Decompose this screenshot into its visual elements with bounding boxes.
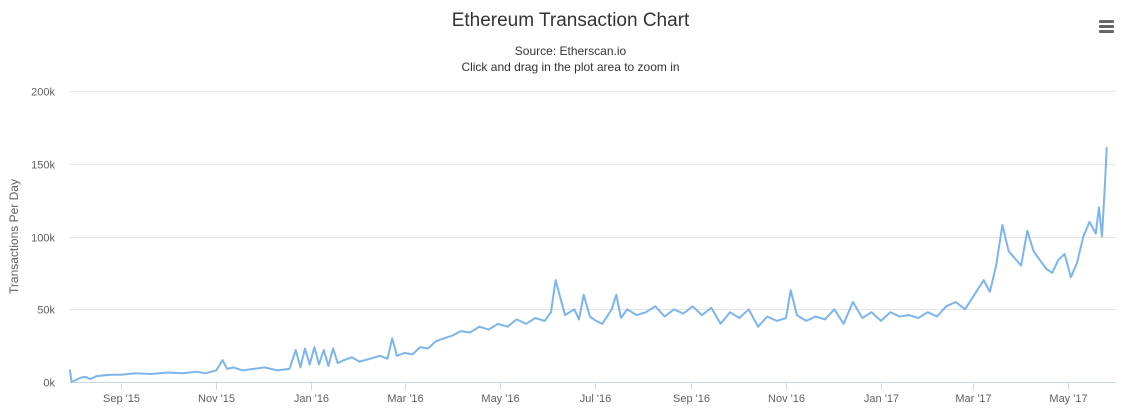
x-tick-label: Nov '15 (198, 393, 235, 405)
x-tick-label: Jan '16 (294, 393, 329, 405)
y-tick-label: 200k (31, 87, 55, 99)
series-line (69, 146, 1108, 383)
zoom-hint: Click and drag in the plot area to zoom … (461, 60, 680, 74)
y-tick-label: 50k (37, 305, 55, 317)
x-tick-label: Jan '17 (864, 393, 899, 405)
hamburger-menu-icon[interactable] (1092, 14, 1120, 40)
x-tick-label: Sep '16 (673, 393, 710, 405)
chart-subtitle: Source: Etherscan.io (514, 44, 627, 58)
x-tick-label: Mar '16 (387, 393, 423, 405)
y-axis-title: Transactions Per Day (7, 179, 21, 294)
y-tick-label: 150k (31, 160, 55, 172)
x-tick-label: Sep '15 (103, 393, 140, 405)
chart-title: Ethereum Transaction Chart (451, 10, 690, 31)
y-tick-label: 0k (43, 378, 55, 390)
y-tick-label: 100k (31, 233, 55, 245)
x-tick-label: Nov '16 (768, 393, 805, 405)
x-tick-label: May '16 (481, 393, 519, 405)
x-tick-label: Mar '17 (955, 393, 991, 405)
x-tick-label: May '17 (1049, 393, 1087, 405)
x-tick-label: Jul '16 (580, 393, 611, 405)
